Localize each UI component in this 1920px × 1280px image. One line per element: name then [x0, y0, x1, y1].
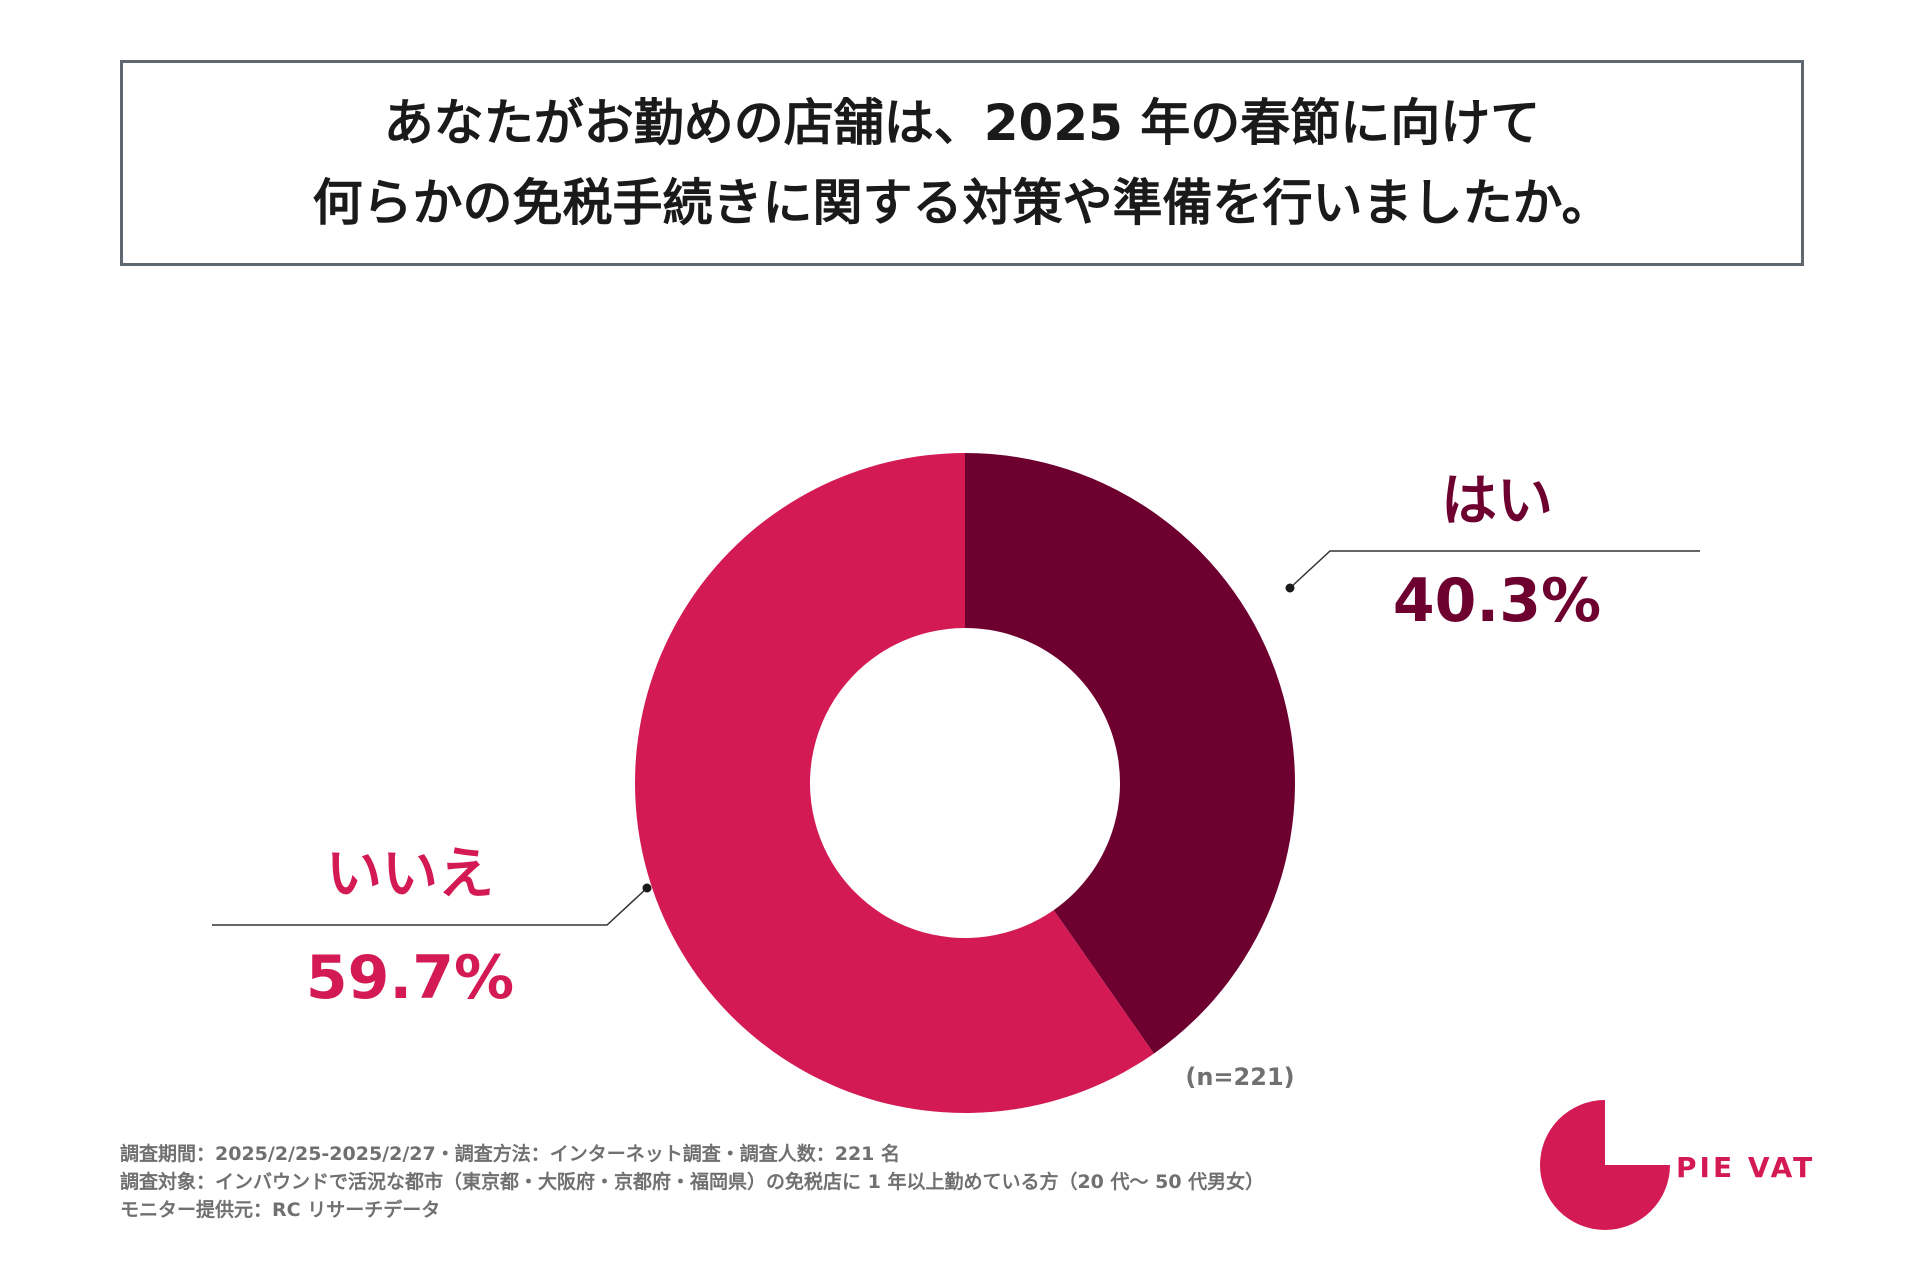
brand-name: PIE VAT [1676, 1151, 1816, 1184]
logo-pie-shape [1540, 1100, 1670, 1230]
title-line-1: あなたがお勤めの店舗は、2025 年の春節に向けて [383, 94, 1541, 152]
title-box: あなたがお勤めの店舗は、2025 年の春節に向けて 何らかの免税手続きに関する対… [120, 60, 1804, 266]
slice-label-0: はい [1441, 469, 1553, 534]
pie-vat-logo-icon [1540, 1100, 1670, 1230]
leader-dot-1 [642, 883, 652, 893]
donut-slice-0 [965, 453, 1296, 1054]
leader-dot-0 [1285, 583, 1295, 593]
leader-line-0 [1289, 550, 1700, 589]
sample-size-label: (n=221) [1185, 1063, 1294, 1091]
title-line-2: 何らかの免税手続きに関する対策や準備を行いましたか。 [312, 174, 1612, 232]
slice-value-1: 59.7% [306, 943, 514, 1013]
footnotes: 調査期間：2025/2/25-2025/2/27・調査方法：インターネット調査・… [120, 1140, 1264, 1224]
footnote-survey-period: 調査期間：2025/2/25-2025/2/27・調査方法：インターネット調査・… [120, 1143, 901, 1165]
donut-slice-1 [635, 453, 1154, 1113]
leader-line-1 [212, 887, 648, 926]
footnote-monitor-source: モニター提供元：RC リサーチデータ [120, 1199, 441, 1221]
slice-label-1: いいえ [326, 842, 494, 907]
footnote-survey-target: 調査対象：インバウンドで活況な都市（東京都・大阪府・京都府・福岡県）の免税店に … [120, 1171, 1265, 1193]
slice-value-0: 40.3% [1393, 566, 1601, 636]
